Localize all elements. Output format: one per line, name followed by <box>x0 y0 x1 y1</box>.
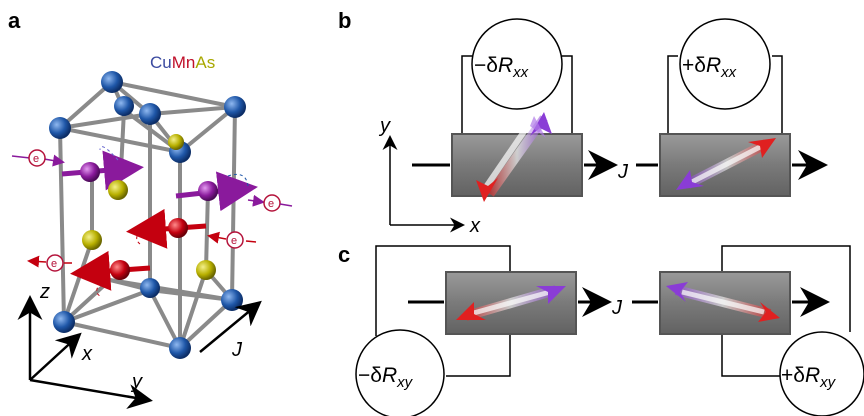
cu-atom <box>49 117 71 139</box>
axis-b-y-label: y <box>378 115 391 137</box>
spin-head-red <box>476 178 498 202</box>
panel-a-axes <box>17 295 262 409</box>
spin-head-red <box>456 302 486 320</box>
atoms <box>49 71 246 359</box>
meter-b-right-label: +δRxx <box>682 54 737 81</box>
cu-atom <box>221 289 243 311</box>
precession-dash-1 <box>99 146 119 161</box>
cu-atom <box>169 337 191 359</box>
meter-b-right <box>667 18 783 134</box>
panel-c-label: c <box>338 242 350 267</box>
cu-atom <box>224 96 246 118</box>
axis-b-x-label: x <box>469 215 481 237</box>
spin-arrows-c-right <box>666 282 780 322</box>
precession-dash-3 <box>136 223 151 245</box>
meter-c-left <box>355 245 511 416</box>
as-atom <box>196 260 216 280</box>
svg-text:e: e <box>231 235 237 247</box>
cu-atom <box>140 278 160 298</box>
formula-cu: Cu <box>150 53 172 72</box>
current-j-label-c: J <box>611 297 623 319</box>
cu-atom <box>53 311 75 333</box>
spin-head-red <box>758 302 780 322</box>
spin-arrows-b-right <box>676 138 776 190</box>
panel-b-label: b <box>338 8 351 33</box>
as-atom <box>108 180 128 200</box>
current-j-label-b: J <box>617 161 629 183</box>
axis-z-label: z <box>39 281 50 303</box>
formula-mn: Mn <box>172 53 196 72</box>
current-j-label: J <box>231 339 243 361</box>
electron-icon <box>226 231 244 249</box>
mn-atom-red <box>168 218 188 238</box>
panel-a-label: a <box>8 8 21 33</box>
electron-icon <box>263 194 281 212</box>
spin-head-purple <box>676 170 704 190</box>
formula-as: As <box>195 53 215 72</box>
spin-arrows-c-left <box>456 285 566 321</box>
mn-atom-red <box>110 260 130 280</box>
meter-b-left <box>461 18 573 134</box>
svg-text:e: e <box>51 258 57 270</box>
meter-c-right <box>721 245 864 416</box>
svg-text:e: e <box>33 153 39 165</box>
formula-cumnas: CuMnAs <box>150 53 215 72</box>
panel-b-axes <box>382 135 465 233</box>
electron-icon <box>28 149 46 167</box>
meter-b-left-label: −δRxx <box>474 54 529 81</box>
meter-c-left-label: −δRxy <box>358 364 414 391</box>
axis-y-label: y <box>130 371 143 393</box>
precession-dash-2 <box>227 173 249 187</box>
axis-x-label: x <box>81 343 93 365</box>
spin-head-red <box>748 138 776 158</box>
as-atom <box>82 230 102 250</box>
cu-atom <box>101 71 123 93</box>
spin-head-purple <box>666 282 688 302</box>
svg-text:e: e <box>268 198 274 210</box>
electrons: e e e e <box>11 149 293 272</box>
mn-atom-purple <box>80 162 100 182</box>
meter-c-right-label: +δRxy <box>781 364 837 391</box>
spin-arrows-b-left <box>476 112 552 202</box>
cu-atom <box>139 103 161 125</box>
electron-icon <box>46 254 64 272</box>
precession-dash-4 <box>96 274 111 297</box>
as-atom <box>168 134 184 150</box>
mn-atom-purple <box>198 181 218 201</box>
spin-head-purple <box>536 286 566 304</box>
cu-atom <box>114 96 134 116</box>
